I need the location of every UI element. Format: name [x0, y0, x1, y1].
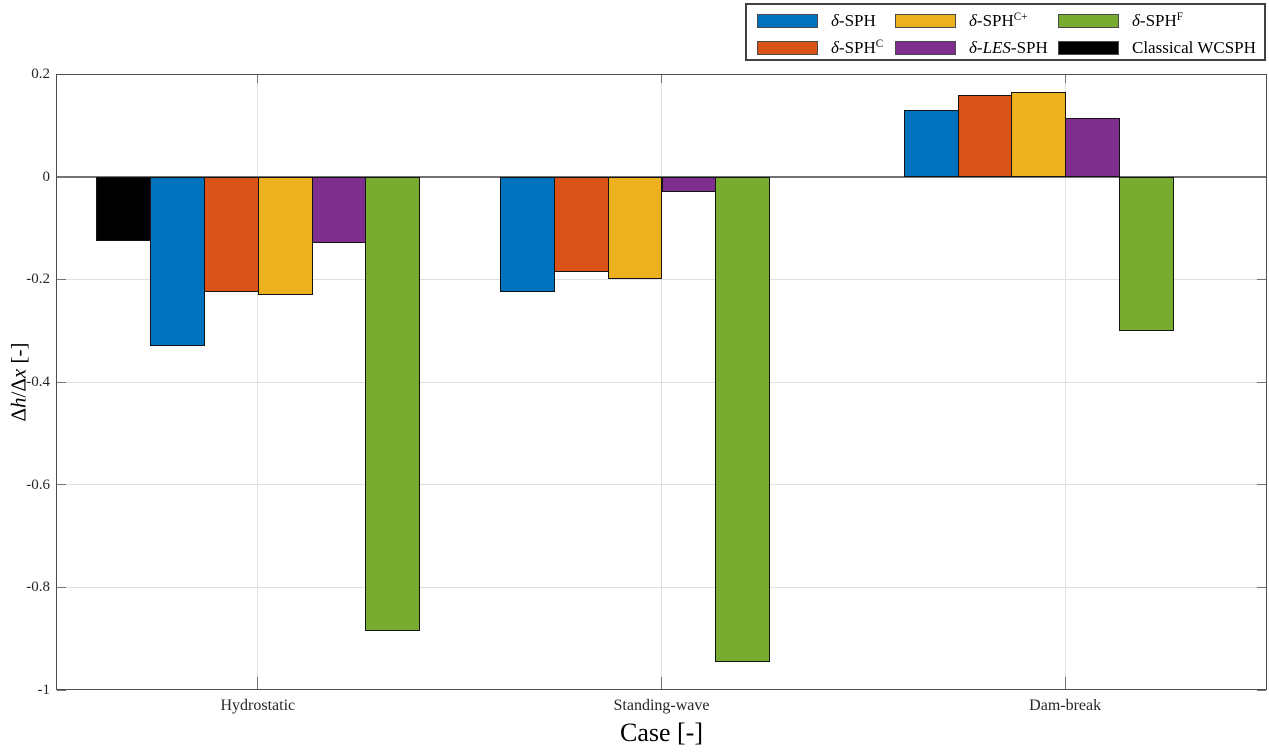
bar-dsphF-hydrostatic [365, 176, 421, 631]
gridline--0.6 [57, 484, 1266, 486]
x-tick-bottom-dam-break [1064, 677, 1066, 689]
y-tick-left--0.6 [57, 484, 66, 486]
label-part: δ [1132, 11, 1140, 30]
label-part: Classical WCSPH [1132, 38, 1256, 57]
bar-dsphCp-standing-wave [607, 176, 663, 280]
y-tick-left--0.2 [57, 278, 66, 280]
y-tick-right--0.6 [1257, 484, 1266, 486]
x-tick-top-standing-wave [661, 75, 662, 83]
x-axis-label: Case [-] [619, 718, 703, 747]
legend-label-wcsph: Classical WCSPH [1132, 38, 1256, 58]
bar-dsphC-hydrostatic [204, 176, 259, 293]
y-tick-label--0.4: -0.4 [26, 374, 50, 390]
y-tick-left--0.8 [57, 586, 66, 588]
legend-label-dsphC: δ-SPHC [831, 38, 883, 60]
y-tick-label--0.2: -0.2 [26, 271, 50, 288]
bar-dsph-hydrostatic [150, 176, 205, 347]
y-tick-left-0 [57, 176, 66, 178]
label-part: LES [982, 38, 1011, 57]
legend: δ-SPH δ-SPHC δ-SPHC+ δ-LES-SPH δ-SPHF Classic… [745, 3, 1266, 61]
y-tick-label--0.6: -0.6 [26, 476, 50, 493]
bar-wcsph-hydrostatic [96, 176, 152, 241]
y-tick-right--0.2 [1257, 278, 1266, 280]
bar-dles-hydrostatic [311, 176, 367, 244]
label-part: h [6, 397, 31, 408]
y-tick-left--1 [57, 689, 66, 691]
legend-label-dles: δ-LES-SPH [969, 38, 1048, 58]
gridline--0.8 [57, 586, 1266, 588]
label-part: C+ [1013, 10, 1028, 23]
label-part: Δ [6, 407, 31, 422]
x-tick-label-standing-wave: Standing-wave [613, 697, 710, 714]
label-part: - [976, 38, 983, 57]
label-part: -SPH [1139, 11, 1177, 30]
label-part: F [1176, 10, 1183, 23]
label-part: δ [969, 38, 977, 57]
bar-dsphC-standing-wave [553, 176, 609, 272]
y-tick-left-0.2 [57, 73, 66, 75]
bar-dsphF-standing-wave [715, 176, 771, 662]
legend-swatch-dsphF [1058, 14, 1119, 28]
label-part: C [875, 37, 884, 50]
bar-dles-standing-wave [661, 176, 717, 193]
legend-swatch-dsph [757, 14, 818, 28]
x-tick-label-hydrostatic: Hydrostatic [220, 697, 296, 714]
x-tick-top-dam-break [1064, 75, 1066, 83]
bar-dsphC-dam-break [957, 94, 1013, 177]
legend-swatch-dsphC [757, 41, 818, 55]
legend-swatch-dsphCp [895, 14, 956, 28]
legend-swatch-dles [895, 41, 956, 55]
label-part: -SPH [1010, 38, 1048, 57]
label-part: δ [831, 38, 839, 57]
y-tick-right-0 [1257, 176, 1266, 178]
label-part: -SPH [838, 38, 876, 57]
gridline--0.4 [57, 381, 1266, 383]
bar-dsphCp-hydrostatic [257, 176, 313, 295]
legend-label-dsphF: δ-SPHF [1132, 11, 1183, 33]
y-tick-left--0.4 [57, 381, 66, 383]
bar-dsph-dam-break [903, 109, 959, 177]
gridline--0.2 [57, 278, 1266, 280]
x-tick-bottom-standing-wave [661, 677, 662, 689]
label-part: [-] [6, 342, 31, 369]
bar-dles-dam-break [1065, 117, 1120, 177]
y-tick-label--1: -1 [37, 682, 51, 698]
x-tick-bottom-hydrostatic [257, 677, 259, 689]
y-tick-label-0: 0 [42, 168, 51, 185]
y-tick-label-0.2: 0.2 [31, 66, 50, 82]
y-tick-right--0.8 [1257, 586, 1266, 588]
y-tick-right--1 [1257, 689, 1266, 691]
legend-label-dsphCp: δ-SPHC+ [969, 11, 1027, 33]
bar-dsphF-dam-break [1118, 176, 1174, 331]
bar-dsphCp-dam-break [1011, 91, 1067, 177]
label-part: -SPH [976, 11, 1014, 30]
y-tick-label--0.8: -0.8 [26, 579, 50, 596]
y-tick-right--0.4 [1257, 381, 1266, 383]
legend-swatch-wcsph [1058, 41, 1119, 55]
x-tick-label-dam-break: Dam-break [1029, 697, 1102, 714]
x-tick-top-hydrostatic [257, 75, 259, 83]
legend-label-dsph: δ-SPH [831, 11, 876, 31]
label-part: -SPH [838, 11, 876, 30]
y-tick-right-0.2 [1257, 73, 1266, 75]
label-part: δ [969, 11, 977, 30]
bar-dsph-standing-wave [500, 176, 555, 293]
label-part: δ [831, 11, 839, 30]
